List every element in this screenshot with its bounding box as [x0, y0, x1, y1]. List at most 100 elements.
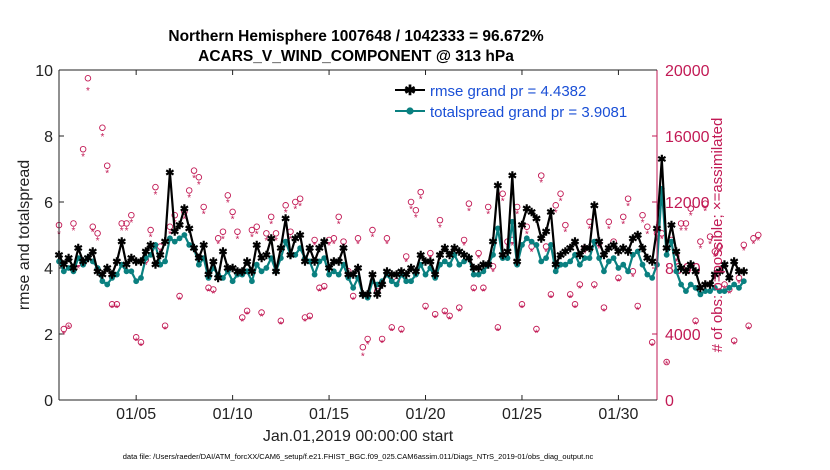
obs-assimilated-point: *: [530, 248, 534, 259]
rmse-point: ✱: [271, 266, 280, 278]
obs-assimilated-point: *: [751, 239, 755, 250]
obs-possible-point: [258, 309, 265, 316]
totalspread-point: [350, 284, 357, 291]
totalspread-point: [195, 261, 202, 268]
obs-assimilated-point: *: [539, 178, 543, 189]
obs-assimilated-point: *: [153, 190, 157, 201]
obs-possible-point: [171, 211, 178, 219]
obs-possible-point: [94, 230, 101, 237]
obs-assimilated-point: *: [221, 234, 225, 245]
totalspread-point: [128, 268, 135, 275]
obs-assimilated-point: *: [626, 201, 630, 212]
totalspread-point: [591, 238, 598, 245]
obs-possible-point: [398, 325, 405, 333]
totalspread-point: [610, 255, 617, 261]
totalspread-point: [446, 261, 453, 268]
obs-assimilated-point: *: [67, 323, 71, 334]
totalspread-point: [629, 251, 636, 258]
obs-assimilated-point: *: [732, 340, 736, 351]
rmse-point: ✱: [561, 247, 570, 259]
obs-possible-point: [320, 282, 328, 290]
rmse-point: ✱: [416, 250, 425, 262]
rmse-point: ✱: [619, 243, 628, 255]
obs-assimilated-point: *: [144, 261, 148, 272]
totalspread-point: [639, 261, 646, 268]
rmse-point: ✱: [546, 207, 555, 219]
rmse-point: ✱: [363, 289, 372, 301]
obs-assimilated-point: *: [284, 208, 288, 219]
rmse-point: ✱: [633, 230, 642, 242]
obs-assimilated-point: *: [216, 239, 220, 250]
rmse-point: ✱: [551, 260, 560, 272]
obs-possible-point: [388, 324, 396, 331]
totalspread-point: [239, 271, 246, 278]
rmse-point: ✱: [479, 260, 488, 272]
totalspread-point: [229, 278, 236, 285]
obs-assimilated-point: *: [583, 249, 587, 260]
rmse-point: ✱: [575, 250, 584, 262]
totalspread-point: [480, 268, 487, 275]
obs-possible-point: [745, 322, 752, 330]
rmse-point: ✱: [291, 233, 300, 245]
rmse-point: ✱: [382, 266, 391, 278]
totalspread-point: [181, 232, 188, 238]
obs-assimilated-point: *: [621, 219, 625, 230]
rmse-point: ✱: [305, 243, 314, 255]
obs-assimilated-point: *: [62, 330, 66, 341]
obs-possible-point: [123, 220, 130, 227]
obs-assimilated-point: *: [496, 327, 500, 338]
obs-assimilated-point: *: [525, 229, 529, 240]
totalspread-point: [673, 268, 680, 275]
obs-possible-point: [615, 274, 622, 282]
rmse-point: ✱: [228, 263, 237, 275]
obs-possible-point: [494, 324, 502, 331]
totalspread-point: [692, 284, 699, 291]
totalspread-point: [138, 275, 144, 281]
obs-possible-point: [480, 284, 487, 292]
rmse-point: ✱: [59, 260, 68, 272]
obs-assimilated-point: *: [308, 315, 312, 326]
obs-assimilated-point: *: [520, 304, 524, 315]
totalspread-point: [678, 281, 685, 288]
obs-assimilated-point: *: [255, 229, 259, 240]
rmse-point: ✱: [141, 247, 150, 259]
obs-assimilated-point: *: [424, 305, 428, 316]
obs-possible-point: [267, 213, 275, 221]
totalspread-point: [408, 278, 414, 285]
rmse-point: ✱: [349, 270, 358, 282]
totalspread-point: [70, 268, 77, 275]
rmse-line: [58, 158, 744, 296]
obs-possible-point: [383, 235, 391, 242]
obs-possible-point: [229, 208, 236, 216]
rmse-point: ✱: [580, 243, 589, 255]
obs-possible-point: [755, 231, 762, 239]
rmse-point: ✱: [83, 253, 92, 265]
totalspread-point: [234, 271, 241, 278]
obs-assimilated-point: *: [81, 152, 85, 163]
obs-assimilated-point: *: [260, 312, 264, 323]
totalspread-point: [581, 255, 588, 261]
obs-assimilated-point: *: [86, 86, 90, 97]
obs-possible-point: [369, 226, 376, 234]
rmse-point: ✱: [662, 243, 671, 255]
obs-possible-point: [176, 292, 183, 300]
rmse-point: ✱: [469, 263, 478, 275]
obs-assimilated-point: *: [636, 305, 640, 316]
rmse-point: ✱: [638, 243, 647, 255]
rmse-point: ✱: [74, 243, 83, 255]
rmse-point: ✱: [107, 270, 116, 282]
obs-assimilated-point: *: [419, 195, 423, 206]
obs-assimilated-point: *: [477, 254, 481, 265]
obs-possible-point: [518, 301, 526, 308]
obs-possible-point: [282, 202, 289, 209]
legend-label-spread: totalspread grand pr = 3.9081: [430, 104, 627, 121]
obs-possible-point: [576, 281, 584, 288]
rmse-point: ✱: [339, 243, 348, 255]
obs-assimilated-point: *: [588, 224, 592, 235]
obs-assimilated-point: *: [616, 277, 620, 288]
obs-assimilated-point: *: [727, 289, 731, 300]
obs-possible-point: [735, 274, 743, 282]
obs-assimilated-point: *: [76, 264, 80, 275]
rmse-point: ✱: [214, 273, 223, 285]
obs-assimilated-point: *: [375, 290, 379, 301]
